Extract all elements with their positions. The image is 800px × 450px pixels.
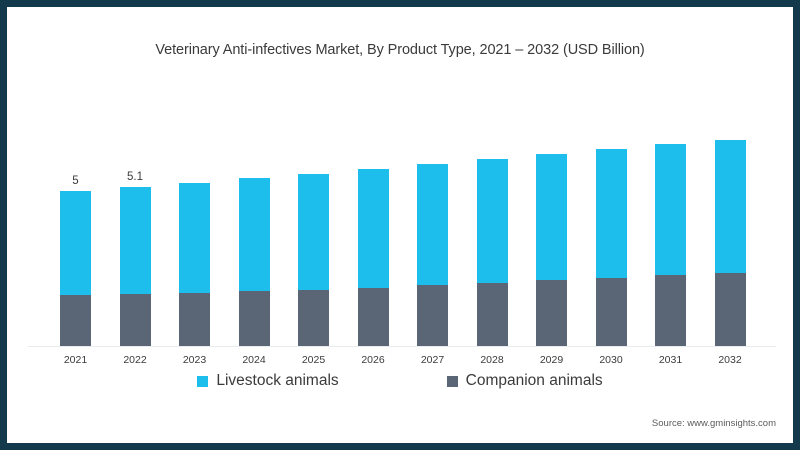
x-axis-label-2024: 2024 <box>242 354 266 366</box>
x-axis-label-2025: 2025 <box>301 354 326 366</box>
bar-value-label-2022: 5.1 <box>127 171 143 183</box>
bar-segment-companion-2024[interactable] <box>238 291 270 346</box>
bar-segment-livestock-2032[interactable] <box>714 140 746 273</box>
legend-label-companion: Companion animals <box>465 372 603 389</box>
bar-segment-livestock-2028[interactable] <box>476 159 508 283</box>
bar-2032[interactable] <box>714 140 746 346</box>
bar-2031[interactable] <box>655 144 686 346</box>
x-axis-label-2022: 2022 <box>123 354 147 366</box>
bar-segment-livestock-2031[interactable] <box>655 144 686 275</box>
bar-segment-companion-2023[interactable] <box>179 293 210 346</box>
bar-2029[interactable] <box>536 154 567 346</box>
x-axis-line <box>28 346 776 347</box>
x-axis-label-2026: 2026 <box>361 354 385 366</box>
legend-swatch-companion <box>446 375 458 387</box>
legend-item-companion[interactable]: Companion animals <box>446 372 603 390</box>
bar-segment-livestock-2029[interactable] <box>536 154 567 280</box>
x-axis-label-2032: 2032 <box>718 354 742 366</box>
bar-segment-companion-2029[interactable] <box>536 280 567 346</box>
x-axis-label-2029: 2029 <box>539 354 564 366</box>
chart-title: Veterinary Anti-infectives Market, By Pr… <box>155 42 645 58</box>
legend-label-livestock: Livestock animals <box>216 372 339 389</box>
bar-segment-livestock-2025[interactable] <box>298 174 329 290</box>
bar-segment-livestock-2026[interactable] <box>357 169 389 288</box>
x-axis-label-2030: 2030 <box>599 354 623 366</box>
bar-segment-livestock-2030[interactable] <box>595 149 627 278</box>
source-attribution: Source: www.gminsights.com <box>651 418 776 429</box>
bar-segment-companion-2028[interactable] <box>476 283 508 346</box>
chart-legend: Livestock animals Companion animals <box>10 372 790 390</box>
bar-segment-companion-2030[interactable] <box>595 278 627 346</box>
bar-segment-companion-2026[interactable] <box>357 288 389 346</box>
x-axis-label-2028: 2028 <box>480 354 504 366</box>
bar-segment-companion-2032[interactable] <box>714 273 746 346</box>
bar-segment-companion-2027[interactable] <box>417 285 448 346</box>
bar-2024[interactable] <box>238 178 270 346</box>
bar-segment-livestock-2022[interactable] <box>119 187 151 294</box>
plot-area: 5 5.1 2021 2022 2023 2024 2025 2026 2027 2028 202… <box>10 10 790 440</box>
bar-segment-companion-2031[interactable] <box>655 275 686 346</box>
bar-segment-livestock-2027[interactable] <box>417 164 448 285</box>
legend-item-livestock[interactable]: Livestock animals <box>197 372 339 390</box>
bar-segment-livestock-2024[interactable] <box>238 178 270 291</box>
bar-2023[interactable] <box>179 183 210 346</box>
bar-2025[interactable] <box>298 174 329 346</box>
x-axis-label-2027: 2027 <box>420 354 445 366</box>
bar-segment-livestock-2023[interactable] <box>179 183 210 293</box>
x-axis-label-2021: 2021 <box>63 354 88 366</box>
chart-canvas: Veterinary Anti-infectives Market, By Pr… <box>10 10 790 440</box>
bar-2027[interactable] <box>417 164 448 346</box>
bar-2026[interactable] <box>357 169 389 346</box>
bar-2028[interactable] <box>476 159 508 346</box>
bar-2021[interactable]: 5 <box>60 175 91 346</box>
bar-segment-companion-2021[interactable] <box>60 295 91 346</box>
bar-2022[interactable]: 5.1 <box>119 171 151 346</box>
x-axis-label-2023: 2023 <box>182 354 207 366</box>
x-axis-label-2031: 2031 <box>658 354 683 366</box>
bar-value-label-2021: 5 <box>72 175 79 187</box>
bar-2030[interactable] <box>595 149 627 346</box>
bar-segment-companion-2025[interactable] <box>298 290 329 346</box>
legend-swatch-livestock <box>197 375 209 387</box>
bar-segment-livestock-2021[interactable] <box>60 191 91 295</box>
bar-segment-companion-2022[interactable] <box>119 294 151 346</box>
